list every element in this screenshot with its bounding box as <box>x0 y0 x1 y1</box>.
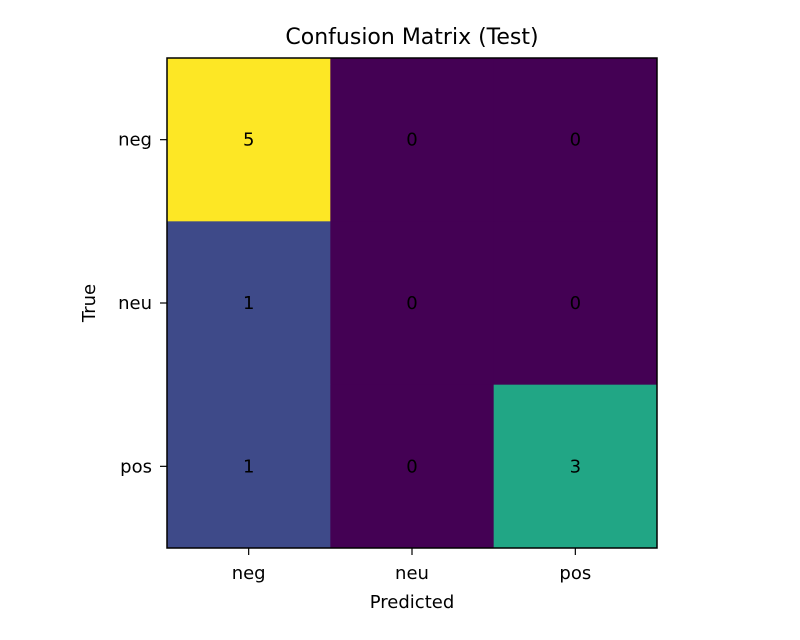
x-tick-label: neg <box>232 563 266 584</box>
cell-value-label: 0 <box>570 130 581 151</box>
chart-title: Confusion Matrix (Test) <box>285 25 538 50</box>
y-tick-label: neg <box>118 130 152 151</box>
heatmap-cell-pos-pos <box>493 384 658 549</box>
cell-value-label: 0 <box>570 293 581 314</box>
y-axis-ticks: neg neu pos <box>118 130 167 477</box>
heatmap-cell-neu-neg <box>167 221 331 386</box>
y-axis-label: True <box>79 284 100 323</box>
y-tick-label: pos <box>120 456 152 477</box>
heatmap-cell-neg-pos <box>493 58 658 222</box>
heatmap-cell-pos-neg <box>167 384 331 549</box>
x-tick-label: pos <box>559 563 591 584</box>
cell-value-label: 1 <box>243 456 254 477</box>
cell-value-label: 5 <box>243 130 254 151</box>
cell-value-label: 0 <box>406 130 417 151</box>
heatmap-cell-pos-neu <box>330 384 495 549</box>
heatmap-cell-neu-neu <box>330 221 495 386</box>
cell-value-label: 3 <box>570 456 581 477</box>
heatmap-cells <box>167 58 658 549</box>
x-axis-ticks: neg neu pos <box>232 548 591 584</box>
heatmap-cell-neg-neg <box>167 58 331 222</box>
heatmap-cell-labels: 5 0 0 1 0 0 1 0 3 <box>243 130 581 478</box>
heatmap-cell-neg-neu <box>330 58 495 222</box>
x-tick-label: neu <box>395 563 429 584</box>
cell-value-label: 0 <box>406 293 417 314</box>
y-tick-label: neu <box>118 293 152 314</box>
cell-value-label: 1 <box>243 293 254 314</box>
heatmap-cell-neu-pos <box>493 221 658 386</box>
cell-value-label: 0 <box>406 456 417 477</box>
x-axis-label: Predicted <box>370 592 455 613</box>
